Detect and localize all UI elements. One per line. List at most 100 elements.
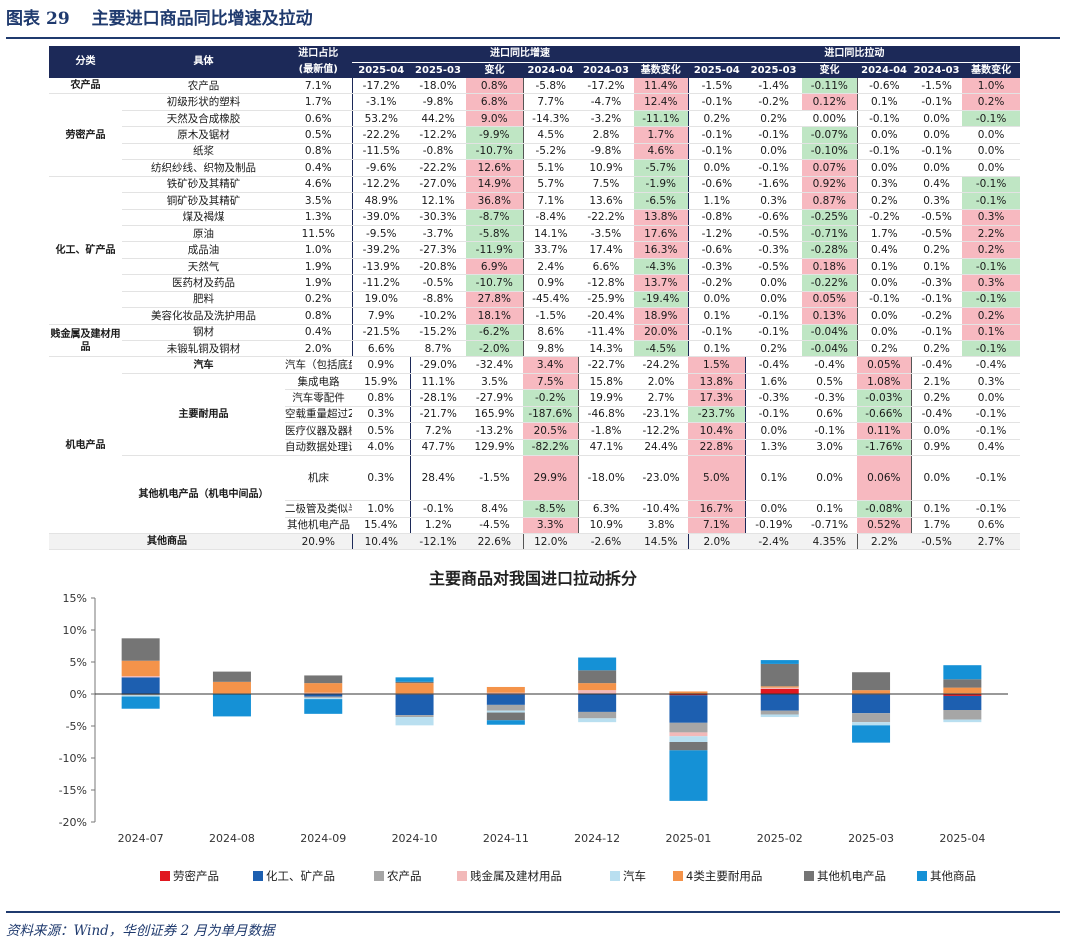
- item-cell: 原油: [122, 225, 285, 243]
- growth-cell: 14.9%: [466, 176, 523, 194]
- pull-cell: -1.5%: [911, 78, 963, 95]
- growth-cell: -4.3%: [634, 258, 689, 276]
- source-note: 资料来源：Wind，华创证券 2 月为单月数据: [6, 923, 275, 939]
- growth-cell: -15.2%: [410, 324, 466, 342]
- item-cell: 成品油: [122, 241, 285, 259]
- growth-cell: -1.5%: [466, 455, 523, 502]
- item-cell: 自动数据处理设备及其零部件: [285, 439, 352, 457]
- pull-cell: 0.0%: [856, 126, 912, 144]
- growth-cell: -12.2%: [351, 176, 410, 194]
- growth-cell: 12.6%: [466, 159, 523, 177]
- bar-segment-mech_other: [760, 663, 799, 687]
- growth-cell: -11.1%: [634, 110, 689, 128]
- growth-cell: 13.8%: [634, 209, 689, 226]
- pull-cell: 0.1%: [856, 93, 912, 111]
- growth-cell: -2.6%: [578, 533, 634, 551]
- growth-cell: 17.6%: [634, 225, 689, 243]
- share-cell: 0.5%: [352, 422, 410, 440]
- growth-cell: 3.5%: [466, 373, 523, 391]
- growth-cell: -3.5%: [578, 225, 634, 243]
- growth-cell: -10.7%: [466, 143, 523, 161]
- growth-cell: -13.9%: [351, 258, 410, 276]
- col-header: 2024-04: [857, 62, 912, 78]
- pull-cell: -0.71%: [802, 517, 858, 534]
- figure-header: 图表 29 主要进口商品同比增速及拉动: [6, 4, 313, 29]
- growth-cell: 5.1%: [522, 159, 578, 177]
- pull-cell: 0.2%: [962, 241, 1021, 259]
- growth-cell: 16.3%: [634, 241, 689, 259]
- pull-cell: -0.1%: [856, 143, 912, 161]
- growth-cell: 3.4%: [523, 356, 578, 374]
- growth-cell: 19.0%: [351, 291, 410, 309]
- growth-cell: 2.8%: [578, 126, 634, 144]
- bar-segment-mech_other: [212, 671, 251, 682]
- growth-cell: -45.4%: [522, 291, 578, 309]
- growth-cell: -27.9%: [466, 389, 523, 407]
- growth-cell: -12.2%: [634, 422, 689, 440]
- bar-segment-metal: [304, 692, 343, 694]
- growth-cell: -3.1%: [351, 93, 410, 111]
- pull-cell: -0.07%: [802, 126, 858, 144]
- growth-cell: 7.2%: [409, 422, 466, 440]
- bar-segment-metal: [121, 676, 160, 678]
- y-tick-label: 10%: [63, 624, 87, 637]
- bar-segment-agri: [395, 715, 434, 718]
- col-header: 基数变化: [634, 62, 689, 78]
- growth-cell: -1.8%: [577, 422, 634, 440]
- growth-cell: -23.1%: [634, 406, 689, 424]
- item-cell: 空载重量超过2吨的飞机: [285, 406, 352, 424]
- bar-segment-mech_other: [669, 742, 708, 751]
- growth-cell: -5.8%: [522, 78, 578, 95]
- bar-segment-metal: [669, 732, 708, 737]
- growth-cell: 1.2%: [409, 517, 466, 534]
- growth-cell: 7.9%: [351, 307, 410, 325]
- legend-swatch-mech_other: [804, 871, 814, 881]
- bar-segment-other: [943, 665, 982, 680]
- growth-cell: 10.9%: [577, 517, 634, 534]
- pull-cell: -0.1%: [856, 110, 912, 128]
- bar-segment-mech_other: [121, 638, 160, 661]
- bar-segment-chem: [304, 694, 343, 697]
- growth-cell: -6.2%: [466, 324, 523, 342]
- growth-cell: 36.8%: [466, 192, 523, 210]
- growth-cell: 1.7%: [634, 126, 689, 144]
- figure-number: 29: [46, 9, 70, 29]
- pull-cell: -0.6%: [687, 241, 746, 259]
- share-cell: 0.4%: [285, 159, 352, 177]
- growth-cell: 11.4%: [634, 78, 689, 95]
- growth-cell: 6.3%: [577, 500, 634, 518]
- pull-cell: -0.1%: [744, 406, 803, 424]
- pull-cell: 1.3%: [744, 439, 803, 457]
- bar-segment-car: [121, 695, 160, 697]
- pull-cell: 0.0%: [856, 274, 912, 292]
- bar-segment-durable: [121, 660, 160, 677]
- share-cell: 0.8%: [285, 143, 352, 161]
- pull-cell: -0.4%: [802, 356, 858, 374]
- table-row: 贱金属及建材用品 钢材 0.4% -21.5% -15.2% -6.2% 8.6% -11.4…: [49, 324, 1021, 358]
- pull-cell: 0.2%: [911, 340, 963, 358]
- pull-cell: 1.7%: [856, 225, 912, 243]
- table-row: 铜矿砂及其精矿 3.5% 48.9% 12.1% 36.8% 7.1% 13.6% -6.5%…: [49, 192, 1021, 210]
- growth-cell: 22.8%: [688, 439, 746, 457]
- stacked-bar-chart: 15% 10% 5% 0% -5% -10% -15% -20% 2024-07 2024-08 2…: [59, 592, 1008, 883]
- table-row: 化工、矿产品 铁矿砂及其精矿 4.6% -12.2% -27.0% 14.9% 5.7% 7.…: [49, 176, 1021, 325]
- share-cell: 4.6%: [285, 176, 352, 194]
- growth-cell: -39.2%: [351, 241, 410, 259]
- growth-cell: 7.5%: [523, 373, 578, 391]
- pull-cell: -0.4%: [744, 356, 803, 374]
- legend-swatch-labor: [160, 871, 170, 881]
- pull-cell: 1.0%: [962, 78, 1021, 95]
- group-growth: 进口同比增速: [351, 46, 689, 63]
- bar-segment-chem: [669, 695, 708, 723]
- pull-cell: -0.66%: [857, 406, 912, 424]
- bar-segment-durable: [578, 683, 617, 691]
- growth-cell: -12.1%: [410, 533, 466, 551]
- growth-cell: 17.3%: [688, 389, 746, 407]
- growth-cell: 16.7%: [688, 500, 746, 518]
- pull-cell: -0.1%: [962, 192, 1021, 210]
- growth-cell: -14.3%: [522, 110, 578, 128]
- growth-cell: 17.4%: [578, 241, 634, 259]
- bar-segment-chem: [852, 694, 891, 714]
- pull-cell: 0.0%: [962, 126, 1021, 144]
- pull-cell: 0.1%: [802, 500, 858, 518]
